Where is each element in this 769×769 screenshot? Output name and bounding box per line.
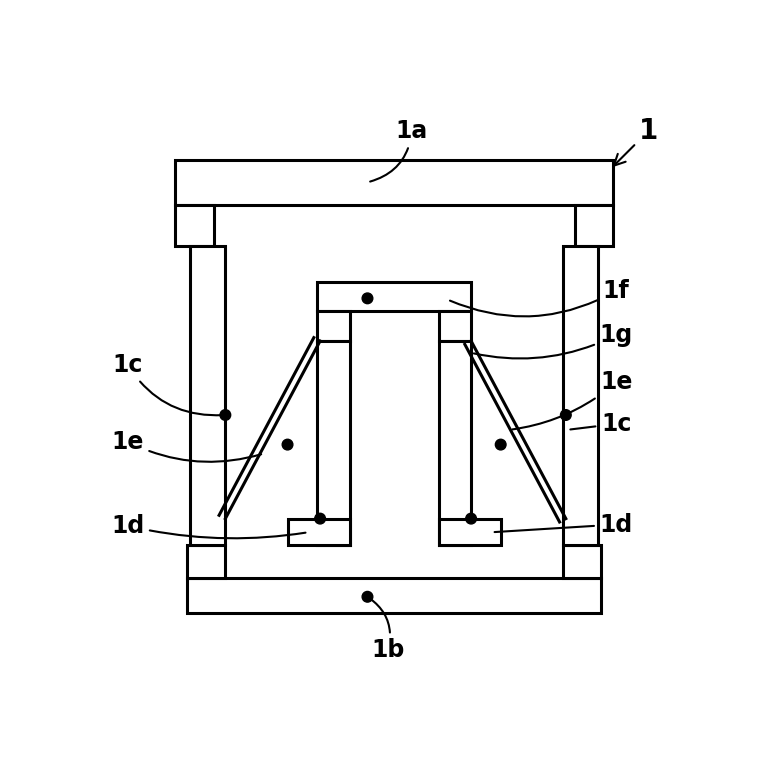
Bar xyxy=(175,161,613,205)
Bar xyxy=(317,341,350,545)
Bar xyxy=(175,205,214,246)
Bar xyxy=(563,246,598,545)
Bar xyxy=(317,281,471,311)
Text: 1: 1 xyxy=(614,117,658,165)
Bar xyxy=(288,518,350,545)
Bar xyxy=(438,518,501,545)
Text: 1e: 1e xyxy=(512,371,632,429)
Circle shape xyxy=(282,439,293,450)
Text: 1g: 1g xyxy=(474,323,633,358)
Text: 1e: 1e xyxy=(112,430,261,462)
Circle shape xyxy=(561,410,571,421)
Text: 1d: 1d xyxy=(111,514,305,538)
Circle shape xyxy=(466,513,477,524)
Bar xyxy=(574,205,613,246)
Bar xyxy=(438,341,471,545)
Bar xyxy=(317,311,350,341)
Text: 1c: 1c xyxy=(571,412,631,436)
Text: 1b: 1b xyxy=(370,598,405,662)
Circle shape xyxy=(362,591,373,602)
Bar xyxy=(187,578,601,614)
Bar xyxy=(190,246,225,545)
Circle shape xyxy=(495,439,506,450)
Text: 1f: 1f xyxy=(450,278,630,316)
Text: 1d: 1d xyxy=(494,512,633,537)
Text: 1c: 1c xyxy=(112,353,222,415)
Bar xyxy=(563,545,601,578)
Bar xyxy=(187,545,225,578)
Bar xyxy=(438,311,471,341)
Circle shape xyxy=(362,293,373,304)
Text: 1a: 1a xyxy=(370,118,428,181)
Circle shape xyxy=(220,410,231,421)
Circle shape xyxy=(315,513,325,524)
